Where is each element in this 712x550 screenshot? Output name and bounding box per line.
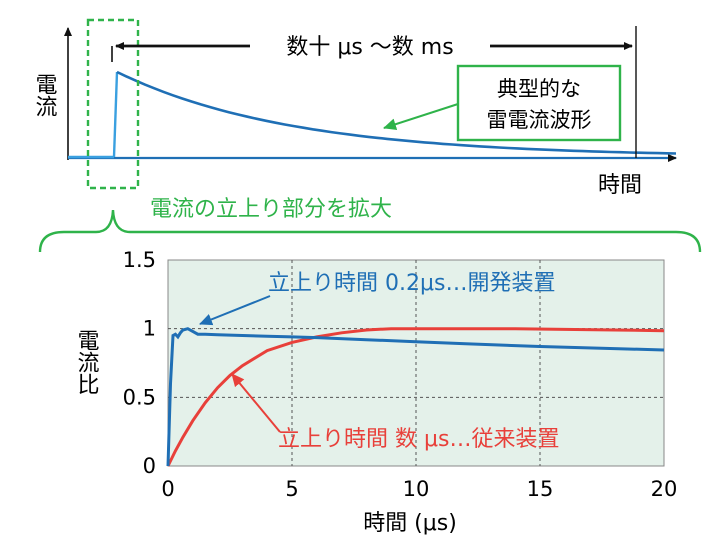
x-tick-label-0: 0: [161, 477, 174, 501]
span-label: 数十 μs ～数 ms: [286, 35, 453, 60]
zoom-label: 電流の立上り部分を拡大: [150, 197, 392, 222]
series-developed-arrow: [199, 295, 271, 326]
y-tick-label-3: 1.5: [123, 248, 156, 272]
zoom-region-box: [86, 18, 140, 190]
bottom-chart: 0 5 10 15 20 0 0.5 1 1.5 時間 (μs) 電流比 立上り時間 0.2μ…: [74, 248, 678, 536]
series-conventional-arrow: [231, 373, 281, 433]
top-x-label: 時間: [598, 173, 642, 198]
x-tick-label-1: 5: [285, 477, 298, 501]
x-axis-label: 時間 (μs): [363, 511, 457, 536]
typical-waveform-decay: [116, 70, 677, 155]
x-tick-label-4: 20: [651, 477, 678, 501]
top-y-label: 電流: [32, 73, 58, 117]
zoom-brace: [38, 209, 702, 253]
x-tick-label-2: 10: [403, 477, 430, 501]
series-developed-line: [166, 327, 665, 467]
series-conventional-label: 立上り時間 数 μs…従来装置: [278, 427, 559, 452]
y-tick-label-0: 0: [143, 454, 156, 478]
series-developed-label: 立上り時間 0.2μs…開発装置: [268, 271, 555, 296]
series-conventional-line: [166, 327, 665, 467]
x-tick-labels: 0 5 10 15 20: [161, 477, 677, 501]
callout-line2: 雷電流波形: [487, 108, 592, 132]
callout-line1: 典型的な: [497, 77, 581, 101]
callout-box: [456, 64, 622, 142]
y-tick-label-1: 0.5: [123, 385, 156, 409]
y-tick-labels: 0 0.5 1 1.5: [123, 248, 156, 478]
x-tick-label-3: 15: [527, 477, 554, 501]
y-axis-label: 電流比: [74, 329, 100, 395]
callout-arrow: [383, 103, 459, 131]
top-schematic: 電流 時間 数十 μs ～数 ms 典型的な 雷電流波形 電流の立上り部分を拡大: [32, 18, 702, 253]
y-tick-label-2: 1: [143, 317, 156, 341]
rise-segment: [112, 71, 119, 158]
